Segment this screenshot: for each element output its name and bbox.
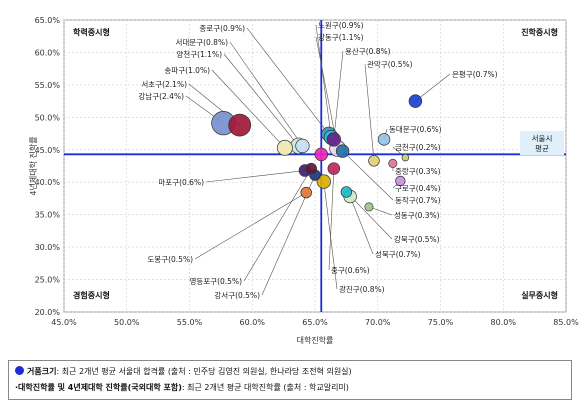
y-axis-title: 4년제대학 진학률	[28, 136, 38, 195]
point-label: 은평구(0.7%)	[452, 69, 498, 79]
blue-bubble-icon	[15, 366, 24, 375]
point-label: 용산구(0.8%)	[345, 46, 391, 56]
bubble-point	[229, 114, 251, 136]
y-tick-label: 20.0%	[35, 308, 61, 317]
point-label: 중구(0.6%)	[331, 266, 370, 275]
quadrant-label: 진학중시형	[521, 27, 558, 37]
x-tick-label: 60.0%	[240, 318, 266, 327]
x-tick-label: 65.0%	[302, 318, 328, 327]
bubble-point	[409, 95, 422, 108]
quadrant-label: 학력중시형	[73, 27, 110, 37]
bubble-point	[327, 133, 341, 147]
bubble-point	[306, 163, 317, 174]
chart-footnote: 거품크기: 최근 2개년 평균 서울대 합격률 (출처 : 민주당 김영진 의원…	[8, 360, 572, 400]
point-label: 마포구(0.6%)	[158, 178, 204, 187]
footnote-2-bold: ·대학진학률 및 4년제대학 진학률(국외대학 포함)	[15, 383, 182, 392]
x-tick-label: 55.0%	[177, 318, 203, 327]
quadrant-label: 경험중시형	[73, 290, 110, 300]
point-label: 금천구(0.2%)	[395, 142, 441, 152]
bubble-point	[336, 145, 349, 158]
point-label: 양천구(1.1%)	[176, 49, 222, 59]
bubble-point	[296, 139, 310, 153]
y-tick-label: 30.0%	[35, 243, 61, 252]
point-label: 강동구(1.1%)	[318, 32, 364, 42]
y-tick-label: 45.0%	[35, 146, 61, 155]
point-label: 구로구(0.4%)	[395, 184, 441, 193]
bubble-point	[341, 187, 352, 198]
reference-label-line1: 서울시	[532, 134, 553, 143]
point-label: 송파구(1.0%)	[164, 66, 210, 75]
point-label: 동대문구(0.6%)	[389, 125, 442, 134]
quadrant-label: 실무중시형	[521, 290, 558, 300]
y-tick-label: 35.0%	[35, 211, 61, 220]
bubble-chart: 20.0% 25.0% 30.0% 35.0% 40.0% 45.0% 50.0% 55.0%…	[0, 0, 582, 360]
point-label: 종로구(0.9%)	[199, 24, 245, 33]
x-tick-label: 85.0%	[553, 318, 579, 327]
point-label: 관악구(0.5%)	[367, 59, 413, 69]
point-label: 중랑구(0.3%)	[395, 167, 441, 176]
point-label: 노원구(0.9%)	[318, 21, 364, 30]
bubble-point	[378, 134, 390, 146]
y-tick-label: 65.0%	[35, 16, 61, 25]
point-label: 성북구(0.7%)	[375, 250, 421, 259]
bubble-point	[277, 140, 292, 155]
x-tick-label: 75.0%	[428, 318, 454, 327]
point-label: 강남구(2.4%)	[138, 91, 184, 101]
point-label: 서초구(2.1%)	[141, 80, 187, 89]
point-label: 도봉구(0.5%)	[147, 255, 193, 264]
point-label: 영등포구(0.5%)	[189, 276, 242, 286]
bubble-point	[369, 155, 380, 166]
point-label: 동작구(0.7%)	[395, 195, 441, 205]
footnote-1-text: : 최근 2개년 평균 서울대 합격률 (출처 : 민주당 김영진 의원실, 한…	[56, 367, 351, 376]
y-tick-label: 50.0%	[35, 113, 61, 122]
x-axis-title: 대학진학률	[297, 335, 334, 345]
x-tick-label: 50.0%	[114, 318, 140, 327]
x-tick-label: 80.0%	[491, 318, 517, 327]
y-tick-label: 60.0%	[35, 48, 61, 57]
bubble-point	[315, 148, 328, 161]
bubble-point	[402, 154, 409, 161]
y-tick-label: 25.0%	[35, 276, 61, 285]
footnote-1-bold: 거품크기	[27, 367, 56, 376]
x-tick-label: 70.0%	[365, 318, 391, 327]
footnote-line-1: 거품크기: 최근 2개년 평균 서울대 합격률 (출처 : 민주당 김영진 의원…	[15, 366, 352, 377]
y-tick-label: 40.0%	[35, 178, 61, 187]
y-tick-label: 55.0%	[35, 81, 61, 90]
bubble-point	[328, 163, 340, 175]
bubble-point	[301, 187, 312, 198]
point-label: 광진구(0.8%)	[339, 284, 385, 294]
footnote-line-2: ·대학진학률 및 4년제대학 진학률(국외대학 포함): 최근 2개년 평균 대…	[15, 382, 349, 393]
bubble-point	[365, 203, 373, 211]
point-label: 강북구(0.5%)	[394, 234, 440, 244]
point-label: 성동구(0.3%)	[394, 211, 440, 220]
reference-label-line2: 평균	[535, 143, 549, 153]
point-label: 서대문구(0.8%)	[175, 38, 228, 47]
reference-label-box: 서울시 평균	[520, 131, 564, 155]
footnote-2-text: : 최근 2개년 평균 대학진학률 (출처 : 학교알리미)	[182, 383, 349, 392]
point-label: 강서구(0.5%)	[214, 290, 260, 300]
x-tick-label: 45.0%	[51, 318, 77, 327]
